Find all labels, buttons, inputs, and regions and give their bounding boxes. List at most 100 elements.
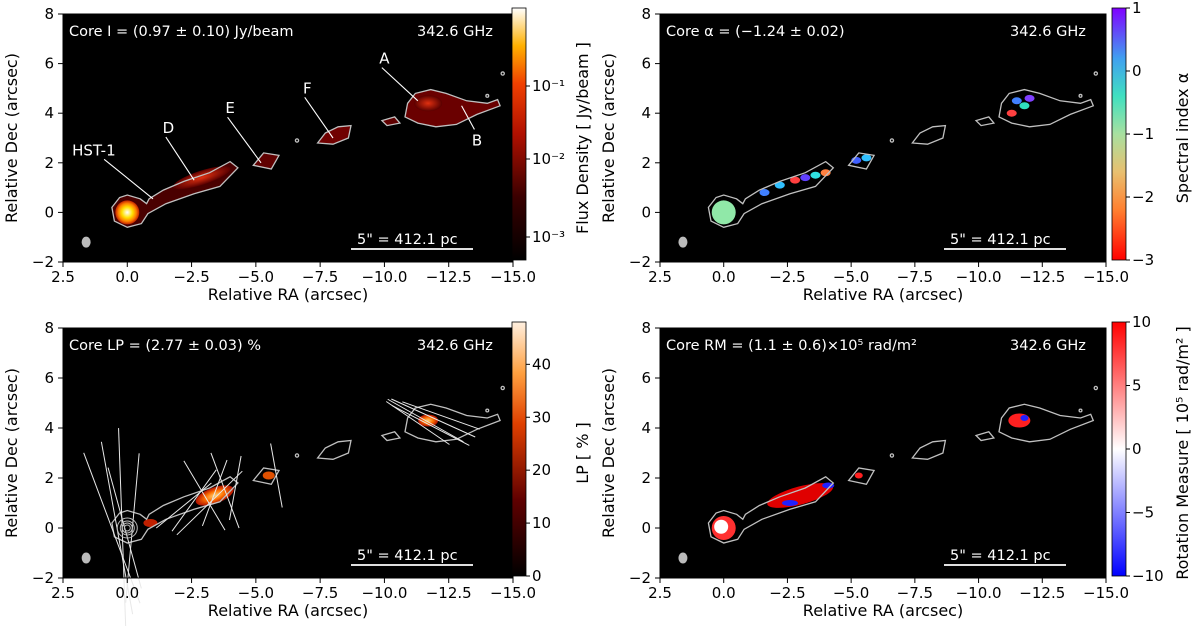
feature-arrow (103, 158, 154, 200)
contour (252, 467, 281, 486)
y-tick-label: 4 (44, 104, 54, 122)
alpha-patch (774, 181, 785, 189)
scalebar-label: 5" = 412.1 pc (357, 232, 458, 248)
lp-vector (270, 443, 283, 508)
colorbar-tick-label: 1 (1132, 0, 1142, 17)
knot-f-emission (317, 125, 351, 145)
feature-label-b: B (472, 131, 482, 149)
x-tick-label: −2.5 (173, 268, 209, 286)
lp-vector (176, 470, 243, 536)
core-value: Core α = (−1.24 ± 0.02) (666, 24, 845, 40)
y-tick-label: 0 (44, 519, 54, 537)
x-tick-label: −7.5 (897, 584, 933, 602)
beam-ellipse (81, 236, 91, 248)
core-contour (123, 524, 131, 532)
core-value: Core RM = (1.1 ± 0.6)×10⁵ rad/m² (666, 338, 917, 354)
x-tick-label: 2.5 (51, 584, 75, 602)
contour (500, 71, 505, 76)
x-tick-label: 0.0 (712, 584, 736, 602)
y-tick-label: −2 (629, 569, 651, 587)
contour (974, 116, 996, 127)
core-inner (714, 519, 729, 534)
knot-e-emission (253, 152, 279, 169)
polarization-vectors (83, 398, 480, 626)
contour (294, 453, 300, 458)
core (711, 200, 736, 225)
contour (380, 431, 402, 442)
plot-frame (659, 13, 1107, 263)
contour (404, 88, 501, 128)
rm-blue-patch (781, 500, 798, 506)
feature-label-f: F (303, 79, 312, 97)
feature-label-d: D (163, 119, 175, 137)
contour (500, 385, 505, 391)
axes: 2.5 0.0 −2.5 −5.0 −7.5 −10.0 −12.5 −15.0 −2 0 2 4 6 8… (599, 5, 1129, 304)
colorbar-tick-label: 5 (1132, 377, 1142, 395)
frequency-label: 342.6 GHz (417, 338, 493, 354)
core-value: Core LP = (2.77 ± 0.03) % (69, 338, 261, 354)
scalebar-label: 5" = 412.1 pc (950, 548, 1051, 564)
x-tick-label: −12.5 (426, 584, 472, 602)
contour (294, 138, 300, 143)
contour (1093, 71, 1099, 76)
colorbar-label: LP [ % ] (573, 422, 592, 484)
emission (711, 94, 1035, 225)
lp-vector (391, 398, 476, 438)
colorbar-label: Rotation Measure [ 10⁵ rad/m² ] (1173, 326, 1192, 580)
y-axis-label: Relative Dec (arcsec) (599, 53, 618, 223)
x-axis-label: Relative RA (arcsec) (208, 285, 368, 304)
alpha-patch (759, 189, 770, 197)
x-tick-label: −5.0 (238, 268, 274, 286)
x-tick-label: −10.0 (361, 268, 407, 286)
scalebar-label: 5" = 412.1 pc (357, 548, 458, 564)
y-axis-label: Relative Dec (arcsec) (599, 368, 618, 538)
y-tick-label: 6 (44, 369, 54, 387)
contour (316, 439, 352, 460)
colorbar: 10 5 0 −5 −10 Rotation Measure [ 10⁵ rad/m² ] (1111, 313, 1192, 585)
colorbar-tick-label: 30 (532, 408, 551, 426)
contours (707, 385, 1099, 544)
y-tick-label: 0 (641, 519, 651, 537)
contour (316, 124, 352, 145)
lp-vector (228, 455, 242, 521)
colorbar-tick-label: 20 (532, 461, 551, 479)
contour (998, 403, 1095, 443)
core-value: Core I = (0.97 ± 0.10) Jy/beam (69, 24, 294, 40)
contour (889, 453, 895, 458)
panel-flux: Core I = (0.97 ± 0.10) Jy/beam 342.6 GHz 5… (2, 5, 592, 304)
x-tick-label: −5.0 (833, 584, 869, 602)
contour (1078, 93, 1083, 98)
contour (1078, 408, 1083, 413)
x-tick-label: −7.5 (302, 584, 338, 602)
plot-area (660, 14, 1106, 262)
contour (847, 152, 876, 170)
colorbar-gradient (1111, 7, 1127, 261)
scalebar-label: 5" = 412.1 pc (950, 232, 1051, 248)
x-tick-label: −15.0 (490, 268, 536, 286)
colorbar-tick-label: 0 (532, 567, 542, 585)
y-tick-label: 2 (641, 154, 651, 172)
x-tick-label: −5.0 (833, 268, 869, 286)
feature-label-hst-1: HST-1 (72, 141, 116, 159)
beam-ellipse (678, 552, 688, 564)
x-axis-label: Relative RA (arcsec) (803, 601, 963, 620)
x-tick-label: −12.5 (426, 268, 472, 286)
x-tick-label: 2.5 (648, 268, 672, 286)
alpha-patch (1019, 102, 1030, 110)
x-tick-label: −2.5 (173, 584, 209, 602)
axes: 2.5 0.0 −2.5 −5.0 −7.5 −10.0 −12.5 −15.0 −2 0 2 4 6 8… (599, 319, 1129, 620)
alpha-patch (1011, 97, 1022, 105)
alpha-patch (800, 174, 811, 182)
rm-blue-patch (822, 482, 835, 489)
contour (252, 152, 281, 170)
lp-vector (391, 405, 470, 446)
lp-vector (387, 398, 464, 443)
colorbar-tick-label: 10 (532, 514, 551, 532)
x-tick-label: −15.0 (490, 584, 536, 602)
y-tick-label: 8 (641, 319, 651, 337)
x-tick-label: −7.5 (302, 268, 338, 286)
x-tick-label: −12.5 (1019, 584, 1065, 602)
lp-vector (183, 460, 226, 531)
lp-vector (210, 452, 240, 529)
colorbar-label: Spectral index α (1173, 73, 1192, 204)
